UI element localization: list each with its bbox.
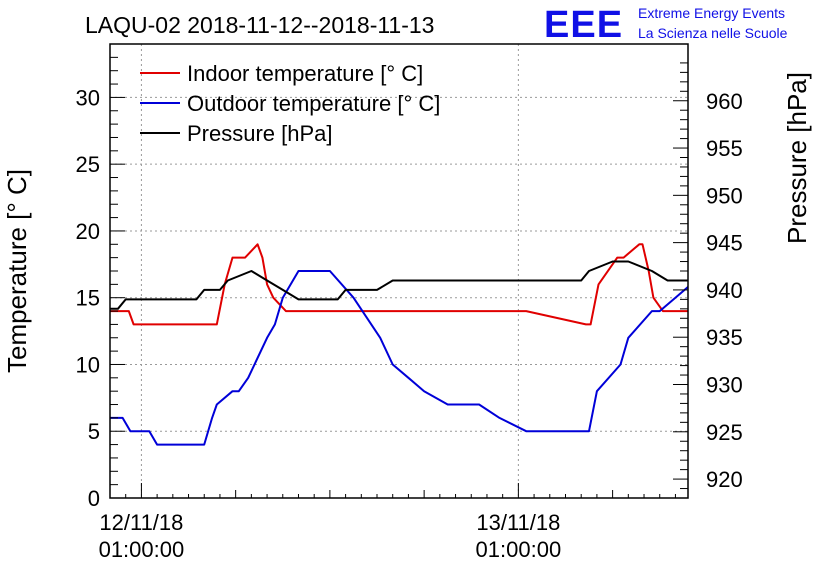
y-left-tick-label: 5 xyxy=(88,419,100,444)
y-axis-right-title: Pressure [hPa] xyxy=(782,72,812,244)
y-right-tick-label: 935 xyxy=(706,325,743,350)
pressure-line xyxy=(110,260,688,310)
y-left-tick-label: 25 xyxy=(76,152,100,177)
y-right-tick-label: 950 xyxy=(706,183,743,208)
y-right-tick-label: 925 xyxy=(706,420,743,445)
x-tick-label-date: 13/11/18 xyxy=(476,510,560,535)
legend-pressure-label: Pressure [hPa] xyxy=(187,121,333,146)
x-tick-label-time: 01:00:00 xyxy=(476,537,562,562)
series-layer xyxy=(110,243,688,446)
chart-title: LAQU-02 2018-11-12--2018-11-13 xyxy=(85,12,434,38)
y-left-tick-label: 20 xyxy=(76,219,100,244)
eee-logo-line1: Extreme Energy Events xyxy=(638,5,785,21)
eee-logo: EEE xyxy=(544,4,623,46)
y-right-tick-label: 960 xyxy=(706,89,743,114)
y-right-tick-label: 955 xyxy=(706,136,743,161)
y-left-tick-label: 10 xyxy=(76,352,100,377)
y-left-tick-label: 0 xyxy=(88,486,100,511)
indoor-temperature-line xyxy=(110,243,688,326)
y-axis-left-title: Temperature [° C] xyxy=(2,169,32,373)
axes: 0 5 10 15 20 25 30 920 925 930 935 940 945 950 955 960 1… xyxy=(76,56,743,562)
eee-logo-line2: La Scienza nelle Scuole xyxy=(638,25,788,41)
y-right-tick-label: 940 xyxy=(706,278,743,303)
x-tick-label-date: 12/11/18 xyxy=(99,510,183,535)
legend: Indoor temperature [° C] Outdoor temperat… xyxy=(140,61,440,146)
legend-indoor-temperature-label: Indoor temperature [° C] xyxy=(187,61,423,86)
y-right-tick-label: 920 xyxy=(706,467,743,492)
x-tick-label-time: 01:00:00 xyxy=(99,537,185,562)
y-left-tick-label: 15 xyxy=(76,286,100,311)
y-right-tick-label: 930 xyxy=(706,373,743,398)
legend-outdoor-temperature-label: Outdoor temperature [° C] xyxy=(187,91,440,116)
y-left-tick-label: 30 xyxy=(76,85,100,110)
outdoor-temperature-line xyxy=(110,270,688,446)
y-right-tick-label: 945 xyxy=(706,231,743,256)
grid xyxy=(110,44,688,498)
